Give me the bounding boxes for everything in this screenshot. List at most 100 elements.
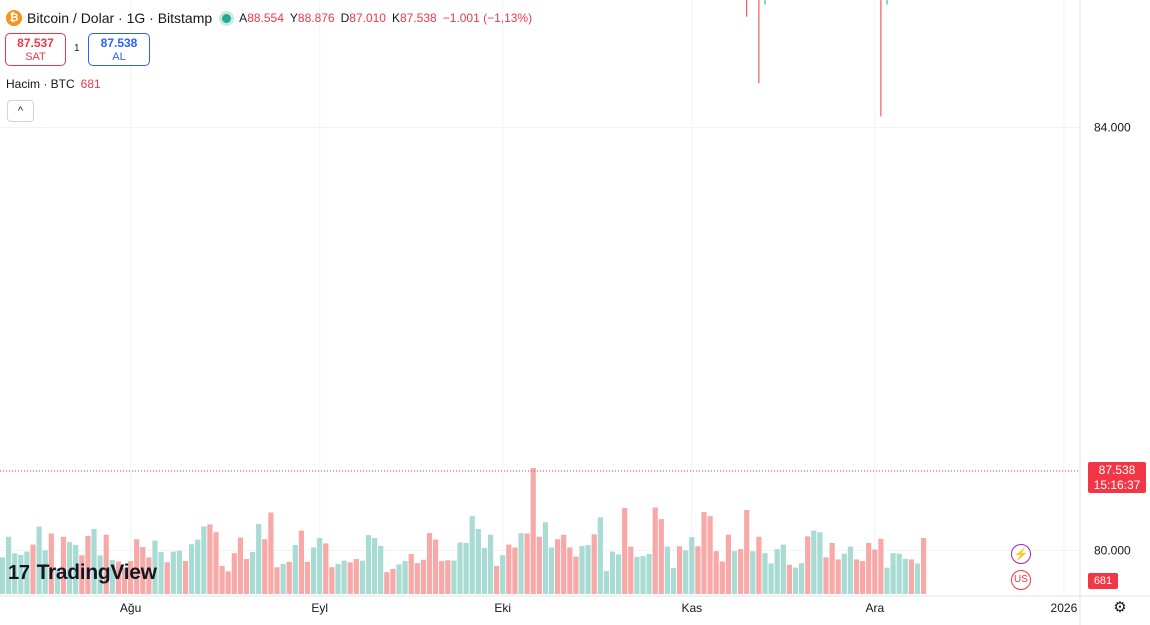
time-axis: Ağu Eyl Eki Kas Ara 2026 xyxy=(120,601,1078,615)
volume-bar xyxy=(426,533,433,594)
volume-bar xyxy=(372,538,378,594)
volume-bar xyxy=(439,561,445,594)
volume-bar xyxy=(524,533,530,594)
price-axis: 80.00084.00088.00092.00096.000100.000104… xyxy=(1094,121,1131,558)
volume-bar xyxy=(609,551,616,594)
volume-bar xyxy=(506,544,512,594)
volume-bar xyxy=(805,536,811,594)
volume-bar xyxy=(213,532,219,594)
volume-bar xyxy=(36,526,42,594)
volume-label: Hacim · BTC xyxy=(6,77,75,91)
tradingview-logo[interactable]: 17 TradingView xyxy=(8,560,157,586)
grid xyxy=(0,0,1080,596)
volume-bar xyxy=(128,561,134,594)
volume-bar xyxy=(683,550,689,594)
volume-bar xyxy=(73,545,79,594)
volume-bar xyxy=(158,552,164,594)
volume-bar xyxy=(103,534,109,594)
volume-bar xyxy=(872,549,878,594)
volume-bar xyxy=(768,563,774,594)
volume-bar xyxy=(6,536,12,594)
sell-label: SAT xyxy=(25,51,46,63)
volume-bar xyxy=(640,556,646,594)
volume-bar xyxy=(402,561,408,594)
volume-bar xyxy=(744,510,750,594)
volume-bar xyxy=(884,567,890,594)
us-flag-icon[interactable]: US xyxy=(1011,570,1031,590)
volume-bar xyxy=(853,559,860,594)
volume-bar xyxy=(390,568,396,594)
volume-bar xyxy=(225,571,231,594)
collapse-legend-button[interactable]: ^ xyxy=(7,100,34,122)
price-tick-label: 80.000 xyxy=(1094,544,1131,558)
volume-bar xyxy=(414,563,420,594)
low-value: D87.010 xyxy=(340,11,386,25)
volume-bar xyxy=(487,534,494,594)
buy-button[interactable]: 87.538 AL xyxy=(88,33,150,66)
time-tick-label: Eki xyxy=(494,601,511,615)
volume-bar xyxy=(719,561,725,594)
volume-bar xyxy=(54,568,60,594)
volume-bar xyxy=(878,538,884,594)
last-volume-tag: 681 xyxy=(1088,573,1118,589)
volume-bar xyxy=(701,512,707,594)
open-value: A88.554 xyxy=(239,11,284,25)
change-value: −1.001 (−1,13%) xyxy=(442,11,533,25)
volume-bar xyxy=(152,540,158,594)
high-value: Y88.876 xyxy=(289,11,335,25)
bitcoin-icon: ₿ xyxy=(6,10,22,26)
volume-bar xyxy=(494,566,500,594)
time-tick-label: Kas xyxy=(681,601,702,615)
volume-bar xyxy=(201,526,207,594)
volume-legend[interactable]: Hacim · BTC 681 xyxy=(6,77,101,91)
symbol-title[interactable]: Bitcoin / Dolar · 1G · Bitstamp xyxy=(27,10,213,26)
spread-value: 1 xyxy=(74,43,80,54)
market-open-indicator xyxy=(222,13,232,23)
volume-bar xyxy=(585,545,591,594)
volume-bar xyxy=(689,537,695,594)
volume-bar xyxy=(713,551,719,594)
volume-bar xyxy=(451,560,457,594)
volume-bar xyxy=(298,530,304,594)
time-tick-label: Ağu xyxy=(120,601,141,615)
volume-bar xyxy=(695,546,701,594)
volume-bar xyxy=(841,553,847,594)
volume-bar xyxy=(921,537,927,594)
volume-bar xyxy=(774,549,780,594)
close-value: K87.538 xyxy=(391,11,437,25)
volume-bar xyxy=(762,553,768,594)
volume-bar xyxy=(573,556,579,594)
volume-bar xyxy=(622,507,628,594)
volume-bar xyxy=(786,564,792,594)
volume-bar xyxy=(231,553,237,594)
volume-bar xyxy=(304,561,311,594)
volume-bar xyxy=(658,519,664,594)
volume-bar xyxy=(433,539,439,594)
price-tick-label: 84.000 xyxy=(1094,121,1131,135)
volume-bar xyxy=(707,516,713,594)
volume-bar xyxy=(475,528,481,594)
volume-bar xyxy=(286,561,292,594)
volume-bar xyxy=(591,534,597,594)
volume-bar xyxy=(835,559,841,594)
volume-bar xyxy=(243,559,250,594)
volume-bar xyxy=(908,559,914,594)
lightning-icon[interactable]: ⚡ xyxy=(1011,544,1031,564)
volume-bar xyxy=(530,468,536,594)
volume-bar xyxy=(329,567,335,594)
volume-bar xyxy=(164,562,170,594)
symbol-legend[interactable]: ₿ Bitcoin / Dolar · 1G · Bitstamp A88.55… xyxy=(6,8,532,28)
settings-gear-icon[interactable]: ⚙ xyxy=(1113,599,1127,616)
volume-value: 681 xyxy=(80,77,101,91)
sell-button[interactable]: 87.537 SAT xyxy=(5,33,66,66)
volume-bar xyxy=(799,563,805,594)
volume-bar xyxy=(365,535,372,594)
volume-bar xyxy=(359,560,365,594)
volume-bar xyxy=(628,546,634,594)
volume-bar xyxy=(311,547,317,594)
volume-bar xyxy=(67,542,73,594)
volume-bar xyxy=(597,517,603,594)
volume-bar xyxy=(847,546,853,594)
volume-bar xyxy=(219,566,225,594)
